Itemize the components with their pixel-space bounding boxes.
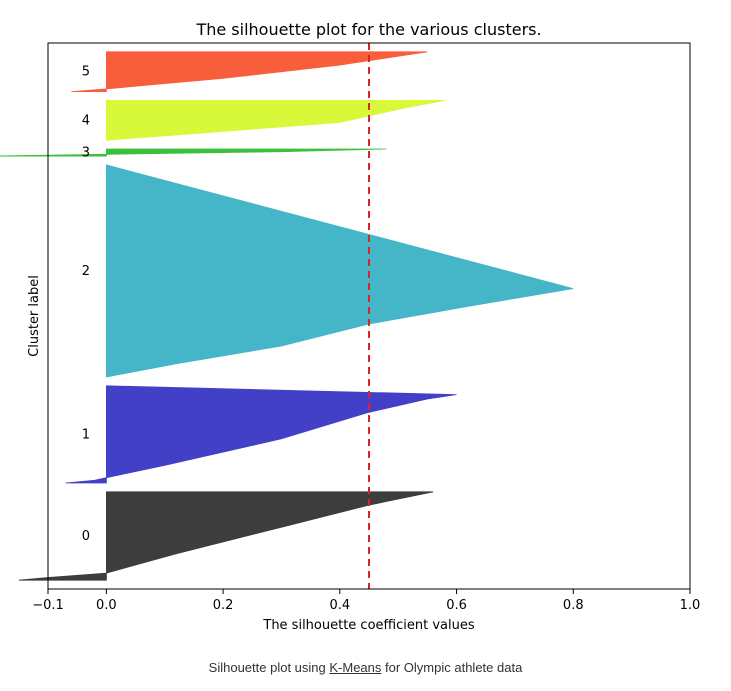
cluster-label-1: 1 <box>82 427 90 442</box>
x-tick-label: 0.4 <box>329 598 350 613</box>
cluster-4-silhouette <box>106 100 445 141</box>
cluster-label-5: 5 <box>82 65 90 80</box>
plot-layer <box>0 43 574 589</box>
cluster-0-silhouette <box>18 491 434 581</box>
x-tick-label: 0.0 <box>96 598 117 613</box>
cluster-label-4: 4 <box>82 113 90 128</box>
cluster-labels: 0 1 2 3 4 5 <box>82 65 90 544</box>
cluster-label-0: 0 <box>82 529 90 544</box>
cluster-label-3: 3 <box>82 146 90 161</box>
figure-caption: Silhouette plot using K-Means for Olympi… <box>0 660 731 675</box>
cluster-2-silhouette <box>106 164 574 378</box>
chart-title: The silhouette plot for the various clus… <box>195 20 541 39</box>
caption-link[interactable]: K-Means <box>329 660 382 675</box>
x-tick-label: 0.8 <box>563 598 584 613</box>
x-axis-label: The silhouette coefficient values <box>262 618 474 633</box>
x-axis: −0.1 0.0 0.2 0.4 0.6 0.8 1.0 <box>32 589 700 613</box>
cluster-5-silhouette <box>71 51 428 92</box>
caption-prefix: Silhouette plot using <box>208 660 330 675</box>
plot-frame <box>47 42 691 590</box>
x-tick-label: 0.6 <box>446 598 467 613</box>
cluster-label-2: 2 <box>82 264 90 279</box>
cluster-3-silhouette <box>0 148 387 157</box>
caption-suffix: for Olympic athlete data <box>381 660 523 675</box>
cluster-1-silhouette <box>65 385 457 484</box>
x-tick-label: 1.0 <box>680 598 701 613</box>
y-axis-label: Cluster label <box>27 275 42 357</box>
silhouette-chart: −0.1 0.0 0.2 0.4 0.6 0.8 1.0 0 1 2 3 4 5 The silhou… <box>0 20 700 633</box>
x-tick-label: −0.1 <box>32 598 64 613</box>
x-tick-label: 0.2 <box>213 598 234 613</box>
